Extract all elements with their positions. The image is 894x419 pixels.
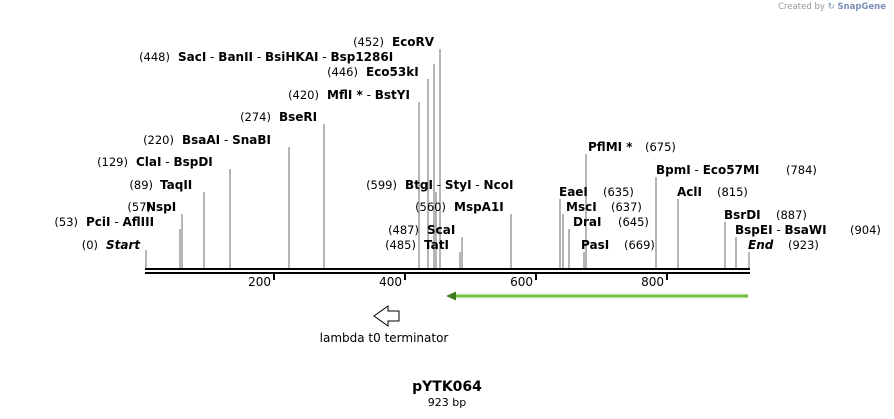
- site-label-ecorv[interactable]: EcoRV: [392, 35, 435, 49]
- site-position-mfli: (420): [288, 88, 319, 102]
- site-position-bseri: (274): [240, 110, 271, 124]
- site-position-mspa1i: (560): [415, 200, 446, 214]
- site-position-scai: (487): [388, 223, 419, 237]
- site-label-drai[interactable]: DraI: [573, 215, 601, 229]
- site-label-saci[interactable]: SacI - BanII - BsiHKAI - Bsp1286I: [178, 50, 393, 64]
- site-label-end[interactable]: End: [748, 238, 774, 252]
- credit-brand: SnapGene: [837, 2, 886, 12]
- site-label-bspei[interactable]: BspEI - BsaWI: [735, 223, 827, 237]
- site-label-scai[interactable]: ScaI: [427, 223, 455, 237]
- site-position-btgi: (599): [366, 178, 397, 192]
- site-position-taqii: (89): [129, 178, 153, 192]
- site-label-msci[interactable]: MscI: [566, 200, 597, 214]
- site-position-clai: (129): [97, 155, 128, 169]
- snapgene-credit: Created by ↻ SnapGene: [778, 2, 886, 12]
- ruler-label: 800: [641, 275, 664, 289]
- snapgene-logo-icon: ↻: [827, 2, 835, 12]
- site-position-tati: (485): [385, 238, 416, 252]
- site-lines: [145, 49, 750, 268]
- site-position-acli: (815): [717, 185, 748, 199]
- site-position-eco53ki: (446): [327, 65, 358, 79]
- site-position-bpmi: (784): [786, 163, 817, 177]
- site-label-tati[interactable]: TatI: [424, 238, 449, 252]
- site-position-start: (0): [82, 238, 98, 252]
- site-label-taqii[interactable]: TaqII: [160, 178, 192, 192]
- credit-prefix: Created by: [778, 2, 825, 12]
- site-position-drai: (645): [618, 215, 649, 229]
- ruler: 200 400 600 800: [248, 273, 668, 289]
- site-label-start[interactable]: Start: [106, 238, 141, 252]
- site-position-pasi: (669): [624, 238, 655, 252]
- site-position-end: (923): [788, 238, 819, 252]
- terminator-arrow-icon: [373, 305, 400, 327]
- plasmid-name: pYTK064: [412, 379, 482, 395]
- site-label-eco53ki[interactable]: Eco53kI: [366, 65, 419, 79]
- site-position-pflmi: (675): [645, 140, 676, 154]
- site-label-pflmi[interactable]: PflMI *: [588, 140, 633, 154]
- site-position-eaei: (635): [603, 185, 634, 199]
- site-position-saci: (448): [139, 50, 170, 64]
- site-position-bspei: (904): [850, 223, 881, 237]
- site-position-pcii: (53): [54, 215, 78, 229]
- site-label-btgi[interactable]: BtgI - StyI - NcoI: [405, 178, 513, 192]
- site-position-bsrdi: (887): [776, 208, 807, 222]
- ruler-label: 400: [379, 275, 402, 289]
- site-label-bsaai[interactable]: BsaAI - SnaBI: [182, 133, 271, 147]
- site-label-pasi[interactable]: PasI: [581, 238, 609, 252]
- site-label-nspi[interactable]: NspI: [146, 200, 176, 214]
- site-label-clai[interactable]: ClaI - BspDI: [136, 155, 213, 169]
- primer-arrow: [446, 291, 748, 301]
- site-position-nspi: (57): [127, 200, 151, 214]
- site-label-pcii[interactable]: PciI - AflIII: [86, 215, 154, 229]
- terminator-feature: lambda t0 terminator: [320, 305, 449, 345]
- site-label-eaei[interactable]: EaeI: [559, 185, 588, 199]
- site-label-mspa1i[interactable]: MspA1I: [454, 200, 504, 214]
- primer-arrowhead-icon: [446, 291, 456, 301]
- site-label-acli[interactable]: AclI: [677, 185, 702, 199]
- site-label-bsrdi[interactable]: BsrDI: [724, 208, 761, 222]
- plasmid-length: 923 bp: [427, 396, 467, 409]
- ruler-label: 600: [510, 275, 533, 289]
- ruler-label: 200: [248, 275, 271, 289]
- site-label-bpmi[interactable]: BpmI - Eco57MI: [656, 163, 759, 177]
- site-position-bsaai: (220): [143, 133, 174, 147]
- site-labels: (0) Start (53) PciI - AflIII(57)NspI (89) Taq…: [54, 35, 881, 252]
- terminator-label: lambda t0 terminator: [320, 331, 449, 345]
- site-position-msci: (637): [611, 200, 642, 214]
- site-position-ecorv: (452): [353, 35, 384, 49]
- site-label-bseri[interactable]: BseRI: [279, 110, 317, 124]
- site-label-mfli[interactable]: MflI * - BstYI: [327, 88, 410, 102]
